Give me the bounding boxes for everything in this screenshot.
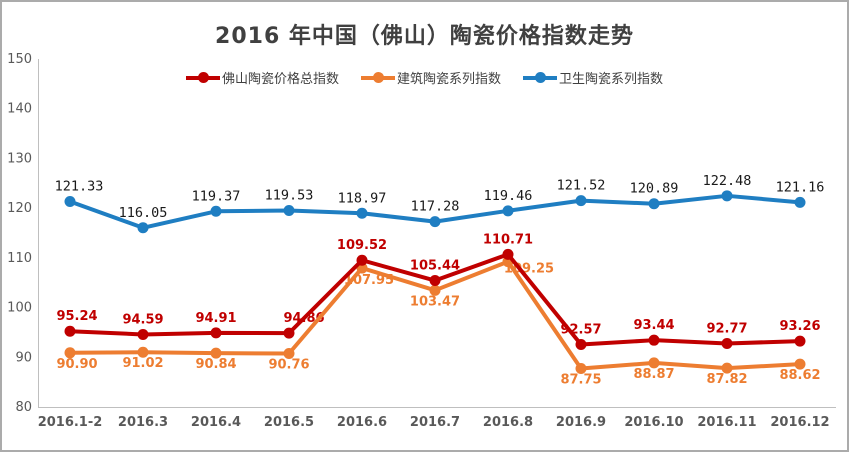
data-point-marker <box>64 325 76 337</box>
data-point-label: 93.26 <box>779 319 820 334</box>
data-point-label: 88.87 <box>633 367 674 382</box>
data-point-marker <box>794 335 806 347</box>
y-tick-label: 100 <box>7 301 32 316</box>
data-point-marker <box>721 362 733 374</box>
x-tick-label: 2016.5 <box>264 415 314 430</box>
data-point-marker <box>648 357 660 369</box>
data-point-label: 121.33 <box>55 179 104 195</box>
data-point-label: 90.76 <box>268 358 309 373</box>
data-point-label: 117.28 <box>411 199 460 215</box>
data-point-label: 103.47 <box>410 294 460 309</box>
data-point-marker <box>794 196 806 208</box>
legend-line-icon <box>523 72 557 83</box>
data-point-marker <box>210 327 222 339</box>
data-point-marker <box>283 327 295 339</box>
legend-item-0: 佛山陶瓷价格总指数 <box>185 68 339 87</box>
y-tick-label: 110 <box>7 251 32 266</box>
y-tick-label: 120 <box>7 201 32 216</box>
y-tick-label: 150 <box>7 52 32 67</box>
x-tick-label: 2016.4 <box>191 415 241 430</box>
y-tick-label: 130 <box>7 151 32 166</box>
x-tick-label: 2016.8 <box>483 415 533 430</box>
data-point-marker <box>137 222 149 234</box>
data-point-marker <box>283 348 295 360</box>
data-point-marker <box>356 254 368 266</box>
legend-item-2: 卫生陶瓷系列指数 <box>523 68 663 87</box>
data-point-marker <box>429 275 441 287</box>
legend-line-icon <box>185 72 220 83</box>
legend-label: 佛山陶瓷价格总指数 <box>221 72 339 87</box>
data-point-label: 88.62 <box>779 368 820 383</box>
data-point-label: 109.52 <box>337 238 387 253</box>
data-point-label: 94.59 <box>122 312 163 327</box>
data-point-marker <box>575 195 587 207</box>
x-tick-label: 2016.7 <box>410 415 460 430</box>
data-point-label: 119.53 <box>265 187 314 203</box>
data-point-label: 90.84 <box>195 357 236 372</box>
data-point-marker <box>64 196 76 208</box>
x-tick-label: 2016.11 <box>697 415 756 430</box>
data-point-marker <box>429 216 441 228</box>
data-point-marker <box>502 205 514 217</box>
data-point-label: 95.24 <box>56 309 97 324</box>
data-point-marker <box>575 362 587 374</box>
legend-label: 卫生陶瓷系列指数 <box>559 72 664 87</box>
data-point-marker <box>283 204 295 216</box>
x-tick-label: 2016.9 <box>556 415 606 430</box>
data-point-label: 119.46 <box>484 188 533 204</box>
data-point-marker <box>648 198 660 210</box>
data-point-label: 90.90 <box>56 357 97 372</box>
data-point-label: 87.75 <box>560 372 601 387</box>
data-point-marker <box>137 328 149 340</box>
legend-dot-icon <box>372 72 384 83</box>
legend-label: 建筑陶瓷系列指数 <box>396 72 501 87</box>
data-point-marker <box>429 284 441 296</box>
data-point-label: 94.91 <box>195 311 236 326</box>
data-point-label: 120.89 <box>630 181 679 197</box>
data-point-marker <box>210 205 222 217</box>
data-point-marker <box>502 248 514 260</box>
chart-legend: 佛山陶瓷价格总指数 建筑陶瓷系列指数 卫生陶瓷系列指数 <box>2 68 847 87</box>
data-point-marker <box>64 347 76 359</box>
legend-item-1: 建筑陶瓷系列指数 <box>360 68 501 87</box>
data-point-marker <box>210 347 222 359</box>
legend-dot-icon <box>197 72 209 83</box>
legend-dot-icon <box>535 72 546 83</box>
data-point-label: 121.16 <box>776 179 825 195</box>
data-point-marker <box>721 190 733 202</box>
data-point-label: 105.44 <box>410 259 460 274</box>
data-point-label: 91.02 <box>122 356 163 371</box>
x-tick-label: 2016.10 <box>624 415 683 430</box>
data-point-label: 121.52 <box>557 178 606 194</box>
data-point-label: 110.71 <box>483 232 533 247</box>
data-point-marker <box>721 338 733 350</box>
data-point-label: 116.05 <box>119 205 168 221</box>
x-tick-label: 2016.6 <box>337 415 387 430</box>
data-point-label: 93.44 <box>633 318 674 333</box>
data-point-marker <box>137 346 149 358</box>
data-point-label: 118.97 <box>338 190 387 206</box>
x-tick-label: 2016.3 <box>118 415 168 430</box>
data-point-label: 119.37 <box>192 188 241 204</box>
y-tick-label: 90 <box>15 350 32 365</box>
data-point-label: 92.77 <box>706 322 747 337</box>
chart-title: 2016 年中国（佛山）陶瓷价格指数走势 <box>215 24 634 49</box>
data-point-marker <box>648 334 660 346</box>
legend-line-icon <box>360 72 395 83</box>
data-point-marker <box>794 358 806 370</box>
data-point-marker <box>356 207 368 219</box>
y-tick-label: 80 <box>15 400 32 415</box>
data-point-label: 87.82 <box>706 372 747 387</box>
data-point-label: 122.48 <box>703 173 752 189</box>
x-tick-label: 2016.12 <box>770 415 829 430</box>
y-tick-label: 140 <box>7 102 32 117</box>
data-point-marker <box>575 339 587 351</box>
x-tick-label: 2016.1-2 <box>38 415 103 430</box>
